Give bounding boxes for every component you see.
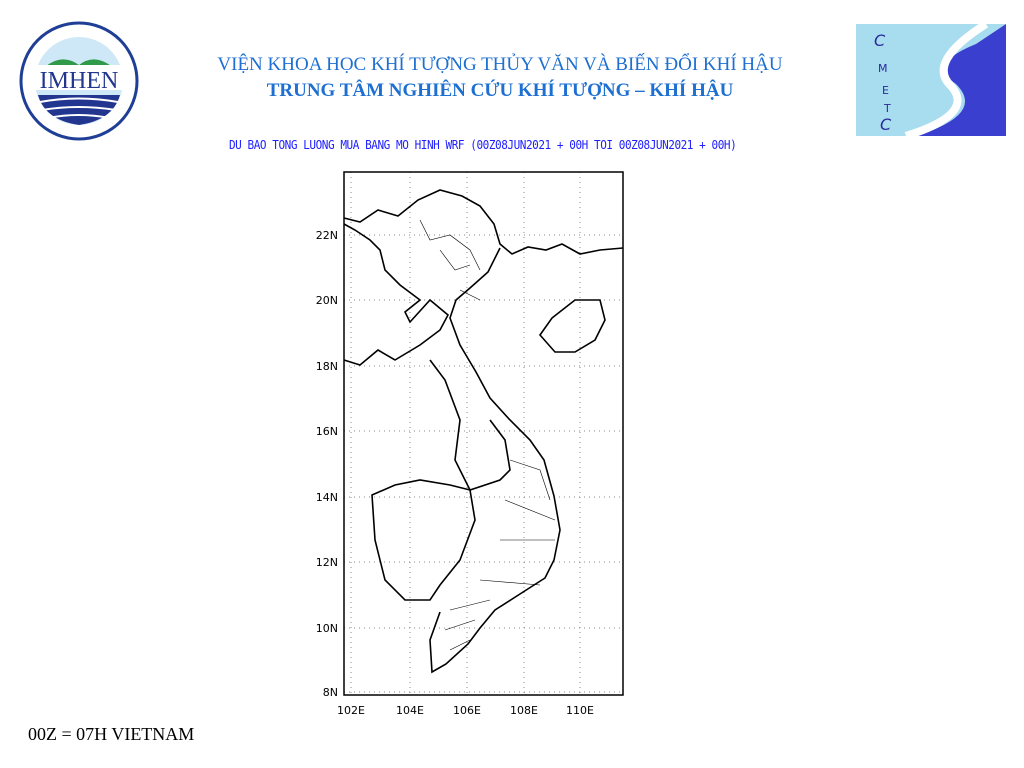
lon-tick-label: 106E [453,704,481,717]
cmetc-logo: C M E T C [856,24,1006,136]
map-title: DU BAO TONG LUONG MUA BANG MO HINH WRF (… [229,138,737,152]
svg-text:E: E [882,84,889,97]
imhen-logo: IMHEN [19,21,139,141]
lat-tick-label: 16N [316,425,338,438]
lat-tick-label: 18N [316,360,338,373]
svg-text:C: C [880,115,892,134]
lon-tick-label: 102E [337,704,365,717]
lon-tick-label: 110E [566,704,594,717]
institute-title: VIỆN KHOA HỌC KHÍ TƯỢNG THỦY VĂN VÀ BIẾN… [217,54,783,75]
coastline-borders [343,189,624,674]
timezone-note: 00Z = 07H VIETNAM [28,724,195,744]
lat-tick-label: 20N [316,294,338,307]
lat-tick-label: 12N [316,556,338,569]
svg-text:T: T [883,102,891,115]
lat-tick-label: 22N [316,229,338,242]
svg-text:C: C [874,31,886,50]
lat-tick-label: 8N [323,686,338,699]
lon-tick-label: 108E [510,704,538,717]
svg-text:M: M [878,62,888,75]
svg-text:IMHEN: IMHEN [40,68,119,94]
lon-tick-label: 104E [396,704,424,717]
center-title: TRUNG TÂM NGHIÊN CỨU KHÍ TƯỢNG – KHÍ HẬU [266,80,734,101]
lat-tick-label: 14N [316,491,338,504]
lat-tick-label: 10N [316,622,338,635]
